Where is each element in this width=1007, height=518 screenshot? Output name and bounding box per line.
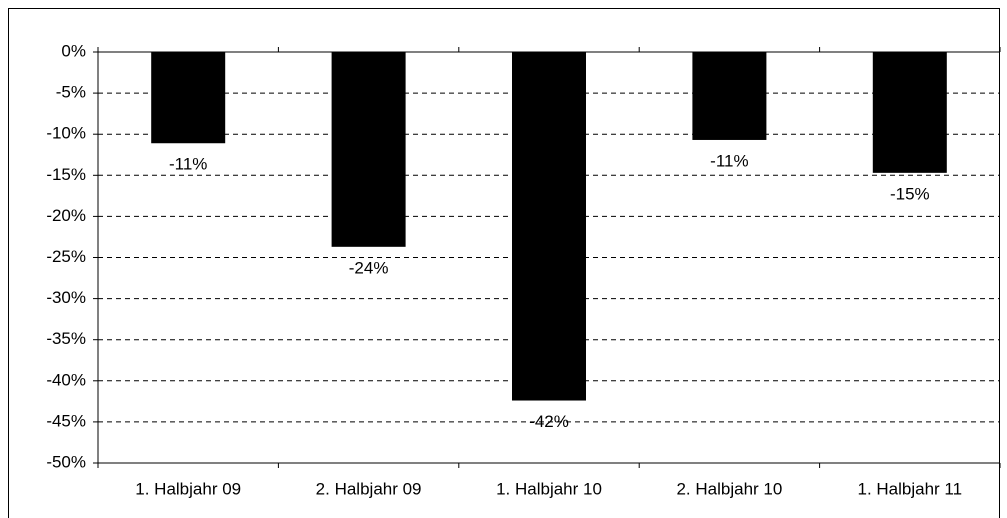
value-label: -11% (169, 155, 207, 174)
bar (331, 52, 406, 247)
x-tick-label: 2. Halbjahr 09 (316, 479, 422, 498)
value-label: -15% (890, 184, 930, 203)
y-tick-label: -10% (46, 124, 86, 143)
y-tick-label: -20% (46, 206, 86, 225)
y-tick-label: -50% (46, 452, 86, 471)
bar (512, 52, 586, 401)
y-tick-label: -30% (46, 288, 86, 307)
y-tick-label: 0% (61, 41, 86, 60)
x-tick-label: 1. Halbjahr 09 (135, 479, 241, 498)
value-label: -24% (349, 258, 389, 277)
bar (692, 52, 767, 140)
bar (151, 52, 226, 144)
y-tick-label: -15% (46, 165, 86, 184)
value-label: -42% (529, 412, 569, 431)
y-tick-label: -5% (56, 83, 86, 102)
x-tick-label: 2. Halbjahr 10 (676, 479, 782, 498)
y-tick-label: -25% (46, 247, 86, 266)
value-label: -11% (710, 151, 748, 170)
bar (872, 52, 947, 173)
y-tick-label: -35% (46, 329, 86, 348)
x-tick-label: 1. Halbjahr 11 (858, 479, 963, 498)
x-tick-label: 1. Halbjahr 10 (496, 479, 602, 498)
y-tick-label: -40% (46, 370, 86, 389)
y-tick-label: -45% (46, 411, 86, 430)
